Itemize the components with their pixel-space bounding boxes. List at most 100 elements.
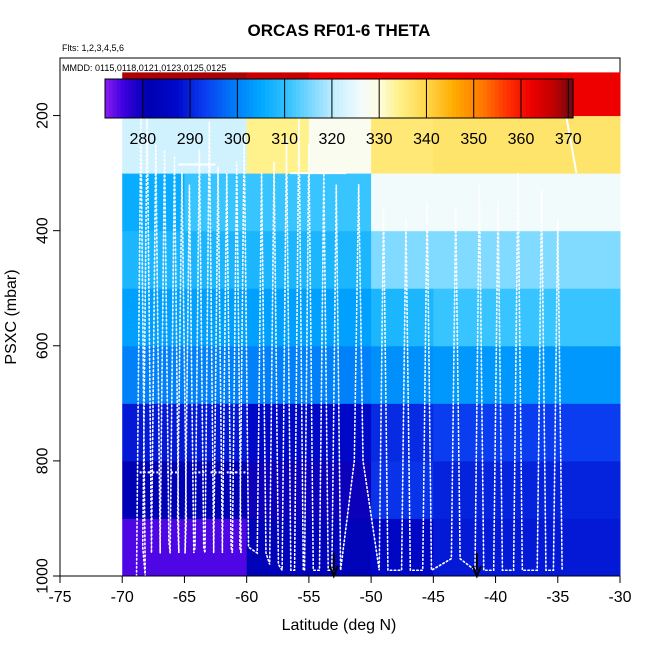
colorbar-tick-label: 300 <box>224 131 251 148</box>
colorbar-segment <box>288 79 293 118</box>
colorbar-segment <box>128 79 133 118</box>
colorbar-segment <box>159 79 165 118</box>
heatmap-cell <box>433 115 497 174</box>
colorbar-segment <box>358 79 363 118</box>
colorbar-segment <box>272 79 278 118</box>
colorbar-segment <box>487 79 492 118</box>
colorbar-segment <box>276 79 282 118</box>
colorbar-segment <box>183 79 188 118</box>
heatmap-cell <box>433 345 497 404</box>
colorbar-segment <box>105 79 110 118</box>
x-tick-label: -70 <box>111 589 134 606</box>
heatmap-cell <box>495 345 559 404</box>
mmdd-subtitle: MMDD: 0115,0118,0121,0123,0125,0125 <box>62 63 226 73</box>
y-axis: 200 400 600 800 1000 <box>35 102 61 594</box>
heatmap-cell <box>371 518 434 577</box>
colorbar-segment <box>342 79 348 118</box>
heatmap-cell <box>495 115 559 174</box>
heatmap-cell <box>557 345 621 404</box>
colorbar-segment <box>409 79 414 118</box>
colorbar-tick-label: 290 <box>177 131 204 148</box>
colorbar-segment <box>491 79 496 118</box>
x-tick-label: -40 <box>484 589 507 606</box>
heatmap-cell <box>557 230 621 289</box>
colorbar-segment <box>112 79 118 118</box>
colorbar-segment <box>186 79 192 118</box>
colorbar-segment <box>319 79 324 118</box>
chart-title: ORCAS RF01-6 THETA <box>248 21 431 40</box>
heatmap-cell <box>495 460 559 519</box>
heatmap-cell <box>308 230 372 289</box>
colorbar-segment <box>413 79 418 118</box>
colorbar-segment <box>218 79 223 118</box>
heatmap-cell <box>184 403 248 462</box>
colorbar-segment <box>534 79 539 118</box>
heatmap-cell <box>246 403 310 462</box>
heatmap-cell <box>122 518 185 577</box>
colorbar-segment <box>307 79 313 118</box>
colorbar-segment <box>331 79 336 118</box>
heatmap-cell <box>495 403 559 462</box>
colorbar-segment <box>428 79 434 118</box>
heatmap-cell <box>246 230 310 289</box>
colorbar-tick-label: 330 <box>366 131 393 148</box>
y-tick-label: 1000 <box>35 558 52 594</box>
heatmap-cell <box>433 518 497 577</box>
colorbar-segment <box>530 79 535 118</box>
colorbar-segment <box>171 79 176 118</box>
colorbar-segment <box>132 79 137 118</box>
heatmap-cell <box>495 173 559 232</box>
colorbar-segment <box>401 79 406 118</box>
colorbar-segment <box>311 79 317 118</box>
heatmap-cell <box>122 115 185 174</box>
colorbar-segment <box>315 79 321 118</box>
x-tick-label: -65 <box>173 589 196 606</box>
colorbar-segment <box>354 79 360 118</box>
colorbar-segment <box>175 79 180 118</box>
heatmap-cell <box>557 173 621 232</box>
x-axis: -75 -70 -65 -60 -55 -50 -45 -40 -35 -30 <box>48 575 632 606</box>
colorbar-segment <box>405 79 410 118</box>
colorbar-segment <box>432 79 438 118</box>
colorbar-segment <box>526 79 531 118</box>
colorbar-segment <box>479 79 484 118</box>
colorbar-segment <box>296 79 301 118</box>
x-tick-label: -55 <box>297 589 320 606</box>
y-tick-label: 400 <box>35 217 52 244</box>
colorbar-segment <box>303 79 309 118</box>
heatmap-cell <box>308 403 372 462</box>
colorbar: 280 290 300 310 320 330 340 350 360 370 <box>104 78 582 148</box>
x-tick-label: -45 <box>422 589 445 606</box>
heatmap-cell <box>122 460 185 519</box>
colorbar-segment <box>253 79 258 118</box>
colorbar-tick-label: 310 <box>271 131 298 148</box>
colorbar-segment <box>483 79 488 118</box>
colorbar-segment <box>456 79 461 118</box>
colorbar-segment <box>327 79 332 118</box>
colorbar-segment <box>151 79 157 118</box>
x-tick-label: -75 <box>48 589 71 606</box>
heatmap-cell <box>308 115 372 174</box>
heatmap-cell <box>184 518 248 577</box>
x-tick-label: -30 <box>608 589 631 606</box>
colorbar-frame <box>104 78 574 119</box>
colorbar-segment <box>541 79 547 118</box>
colorbar-segment <box>241 79 246 118</box>
heatmap-cell <box>371 288 434 347</box>
x-tick-label: -60 <box>235 589 258 606</box>
heatmap-cell <box>495 230 559 289</box>
heatmap-cell <box>308 460 372 519</box>
colorbar-segment <box>233 79 239 118</box>
heatmap-cell <box>433 230 497 289</box>
colorbar-segment <box>214 79 219 118</box>
colorbar-segment <box>561 79 566 118</box>
colorbar-segment <box>179 79 184 118</box>
colorbar-segment <box>452 79 457 118</box>
colorbar-segment <box>163 79 168 118</box>
heatmap-cell <box>557 403 621 462</box>
heatmap-cell <box>433 173 497 232</box>
colorbar-segment <box>565 79 570 118</box>
colorbar-segment <box>210 79 215 118</box>
colorbar-segment <box>264 79 270 118</box>
